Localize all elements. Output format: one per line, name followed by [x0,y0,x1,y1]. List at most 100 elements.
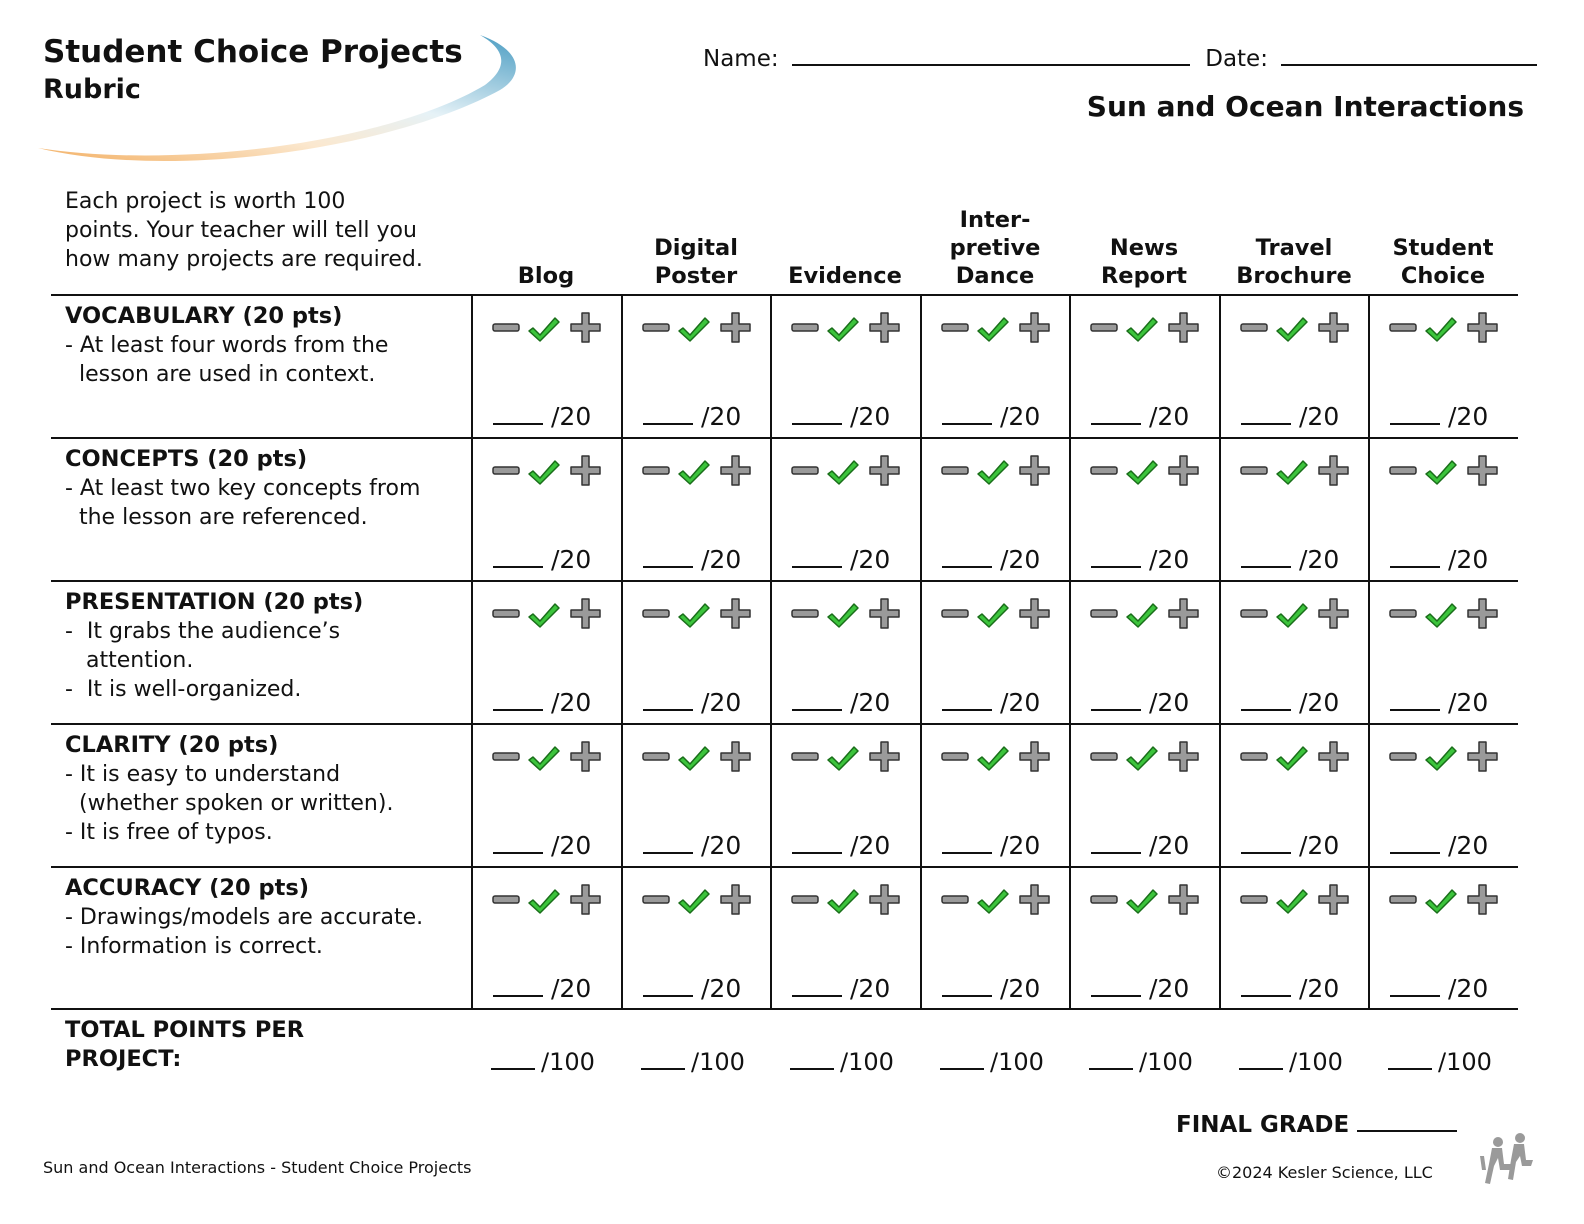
minus-icon[interactable] [1240,609,1268,618]
minus-icon[interactable] [1389,323,1417,332]
score-blank[interactable] [792,399,842,425]
minus-icon[interactable] [941,466,969,475]
plus-icon[interactable] [570,598,601,629]
plus-icon[interactable] [570,884,601,915]
plus-icon[interactable] [869,741,900,772]
plus-icon[interactable] [1019,741,1050,772]
plus-icon[interactable] [1019,598,1050,629]
score-field[interactable]: /20 [792,685,890,717]
check-icon[interactable] [1425,603,1457,628]
score-blank[interactable] [942,971,992,997]
minus-icon[interactable] [941,752,969,761]
minus-icon[interactable] [1389,609,1417,618]
score-field[interactable]: /20 [1241,542,1339,574]
check-icon[interactable] [1276,603,1308,628]
plus-icon[interactable] [720,455,751,486]
check-icon[interactable] [678,603,710,628]
score-field[interactable]: /20 [493,685,591,717]
plus-icon[interactable] [1318,741,1349,772]
minus-icon[interactable] [1090,752,1118,761]
score-blank[interactable] [792,685,842,711]
check-icon[interactable] [977,603,1009,628]
score-blank[interactable] [1390,828,1440,854]
plus-icon[interactable] [1168,312,1199,343]
plus-icon[interactable] [570,312,601,343]
score-field[interactable]: /20 [792,828,890,860]
score-blank[interactable] [792,828,842,854]
check-icon[interactable] [827,317,859,342]
score-blank[interactable] [942,685,992,711]
plus-icon[interactable] [1168,741,1199,772]
minus-icon[interactable] [1389,466,1417,475]
minus-icon[interactable] [492,752,520,761]
total-blank[interactable] [1089,1044,1133,1070]
minus-icon[interactable] [492,609,520,618]
total-blank[interactable] [491,1044,535,1070]
minus-icon[interactable] [941,895,969,904]
score-blank[interactable] [493,399,543,425]
check-icon[interactable] [827,603,859,628]
plus-icon[interactable] [1467,455,1498,486]
check-icon[interactable] [977,746,1009,771]
date-field[interactable] [1281,42,1538,66]
score-field[interactable]: /20 [1091,971,1189,1003]
score-field[interactable]: /20 [1390,685,1488,717]
score-blank[interactable] [1390,685,1440,711]
plus-icon[interactable] [1318,312,1349,343]
check-icon[interactable] [1126,746,1158,771]
score-blank[interactable] [493,685,543,711]
score-blank[interactable] [1241,542,1291,568]
score-blank[interactable] [792,542,842,568]
check-icon[interactable] [827,746,859,771]
total-score-field[interactable]: /100 [1089,1044,1193,1076]
minus-icon[interactable] [1240,466,1268,475]
score-blank[interactable] [1091,542,1141,568]
score-field[interactable]: /20 [1091,828,1189,860]
score-blank[interactable] [942,399,992,425]
plus-icon[interactable] [1019,884,1050,915]
score-field[interactable]: /20 [1390,542,1488,574]
minus-icon[interactable] [791,895,819,904]
plus-icon[interactable] [1318,884,1349,915]
score-field[interactable]: /20 [792,399,890,431]
check-icon[interactable] [528,746,560,771]
plus-icon[interactable] [570,741,601,772]
score-field[interactable]: /20 [643,685,741,717]
score-blank[interactable] [1241,399,1291,425]
score-blank[interactable] [643,971,693,997]
score-field[interactable]: /20 [792,971,890,1003]
minus-icon[interactable] [1090,609,1118,618]
score-blank[interactable] [942,542,992,568]
score-field[interactable]: /20 [493,399,591,431]
score-blank[interactable] [792,971,842,997]
minus-icon[interactable] [492,323,520,332]
total-blank[interactable] [641,1044,685,1070]
plus-icon[interactable] [1318,455,1349,486]
minus-icon[interactable] [1240,752,1268,761]
plus-icon[interactable] [720,741,751,772]
total-blank[interactable] [940,1044,984,1070]
plus-icon[interactable] [1019,312,1050,343]
total-score-field[interactable]: /100 [1388,1044,1492,1076]
minus-icon[interactable] [492,466,520,475]
total-score-field[interactable]: /100 [1239,1044,1343,1076]
check-icon[interactable] [1425,317,1457,342]
score-blank[interactable] [942,828,992,854]
check-icon[interactable] [528,889,560,914]
check-icon[interactable] [1425,889,1457,914]
score-blank[interactable] [1390,542,1440,568]
minus-icon[interactable] [642,323,670,332]
score-field[interactable]: /20 [493,828,591,860]
score-field[interactable]: /20 [942,828,1040,860]
score-blank[interactable] [643,685,693,711]
check-icon[interactable] [1126,603,1158,628]
plus-icon[interactable] [720,312,751,343]
check-icon[interactable] [1276,317,1308,342]
check-icon[interactable] [1276,460,1308,485]
score-field[interactable]: /20 [1390,971,1488,1003]
score-blank[interactable] [1091,971,1141,997]
score-field[interactable]: /20 [1241,399,1339,431]
score-field[interactable]: /20 [1390,828,1488,860]
check-icon[interactable] [678,460,710,485]
score-blank[interactable] [1241,971,1291,997]
